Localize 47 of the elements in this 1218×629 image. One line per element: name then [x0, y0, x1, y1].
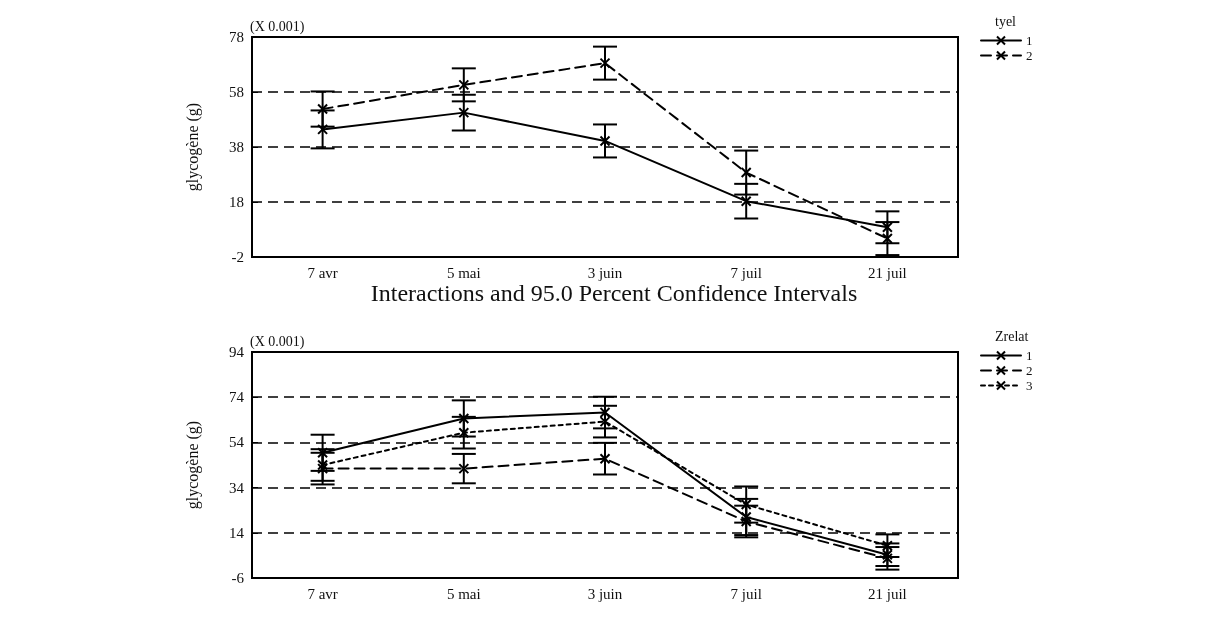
- point: [599, 453, 611, 465]
- point: [458, 107, 470, 119]
- y-tick-label: 38: [229, 139, 244, 155]
- point: [458, 463, 470, 475]
- point: [458, 79, 470, 91]
- legend-title: tyel: [995, 13, 1017, 29]
- point: [740, 516, 752, 527]
- point: [599, 135, 611, 147]
- x-tick-label: 7 juil: [730, 585, 762, 602]
- point: [317, 103, 329, 115]
- text: (X 0.001): [250, 18, 305, 35]
- y-tick-label: 54: [229, 434, 245, 451]
- point: [458, 427, 470, 439]
- legend-label: 1: [1026, 33, 1033, 48]
- point: [458, 412, 470, 424]
- point: [740, 195, 752, 207]
- point: [740, 167, 752, 179]
- y-tick-label: 78: [229, 29, 244, 45]
- y-tick-label: 74: [229, 389, 245, 406]
- x-tick-label: 7 juil: [730, 264, 762, 281]
- x-tick-label: 3 juin: [587, 585, 623, 602]
- y-tick-label: 94: [229, 344, 245, 360]
- legend-title: Zrelat: [995, 328, 1029, 344]
- x-tick-label: 21 juil: [868, 264, 907, 281]
- legend-label: 2: [1026, 48, 1033, 63]
- x-tick-label: 3 juin: [587, 264, 623, 281]
- y-axis-title: glycogène (g): [183, 102, 202, 192]
- x-tick-label: 5 mai: [446, 264, 481, 281]
- point: [317, 123, 329, 135]
- y-tick-label: 14: [229, 524, 245, 541]
- point: [599, 57, 611, 69]
- y-tick-label: 34: [229, 479, 245, 496]
- x-tick-label: 21 juil: [868, 585, 907, 602]
- x-tick-label: 7 avr: [307, 264, 338, 281]
- chart-title: Interactions and 95.0 Percent Confidence Intervals: [370, 280, 858, 306]
- x-tick-label: 5 mai: [446, 585, 481, 602]
- y-tick-label: -2: [231, 249, 244, 265]
- point: [317, 463, 329, 475]
- text: (X 0.001): [250, 333, 305, 350]
- legend-label: 2: [1026, 363, 1033, 378]
- y-axis-title: glycogène (g): [183, 420, 202, 510]
- legend-label: 3: [1026, 378, 1033, 393]
- x-tick-label: 7 avr: [307, 585, 338, 602]
- legend-label: 1: [1026, 348, 1033, 363]
- y-tick-label: 18: [229, 194, 244, 210]
- y-tick-label: -6: [231, 570, 245, 586]
- y-tick-label: 58: [229, 84, 244, 100]
